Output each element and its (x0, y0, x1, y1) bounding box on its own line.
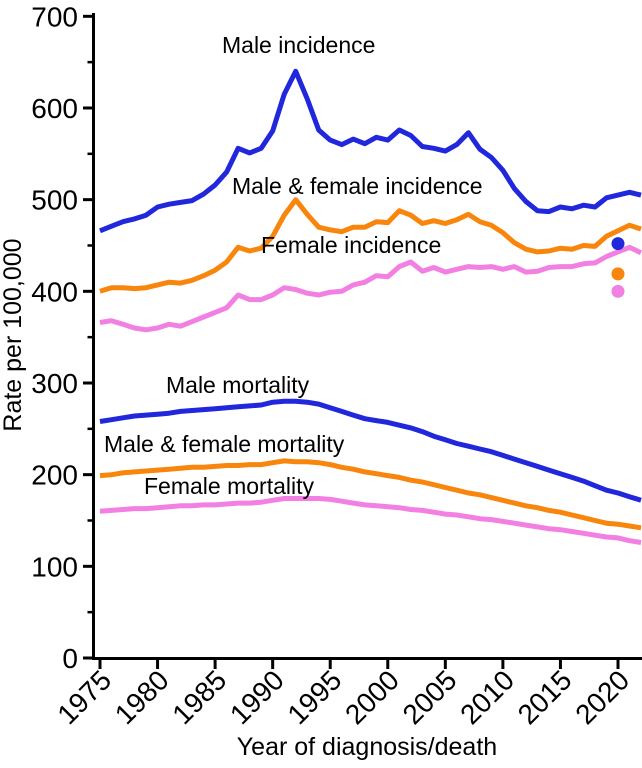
x-axis-title: Year of diagnosis/death (236, 733, 498, 761)
y-tick-label-700: 700 (31, 1, 78, 32)
covid-2020-dot-male-incidence (611, 237, 625, 251)
x-tick-label-1975: 1975 (51, 664, 117, 730)
series-line-male-female-mortality (99, 458, 642, 531)
x-tick-label-1985: 1985 (166, 664, 232, 730)
y-tick-label-100: 100 (31, 551, 78, 582)
label-female-incidence: Female incidence (261, 232, 442, 258)
x-tick-label-1995: 1995 (281, 664, 347, 730)
covid-2020-dot-male-female-incidence (611, 267, 625, 281)
x-tick-label-2015: 2015 (512, 664, 578, 730)
label-male-incidence: Male incidence (222, 32, 376, 58)
y-tick-label-500: 500 (31, 185, 78, 216)
x-tick-label-1980: 1980 (109, 664, 175, 730)
label-female-mortality: Female mortality (144, 473, 314, 499)
label-male-female-mortality: Male & female mortality (104, 431, 345, 457)
label-male-mortality: Male mortality (166, 372, 310, 398)
x-tick-label-2005: 2005 (397, 664, 463, 730)
series-line-male-incidence (99, 68, 642, 234)
series-line-female-incidence (99, 244, 642, 333)
label-male-female-incidence: Male & female incidence (232, 173, 483, 199)
y-tick-label-200: 200 (31, 460, 78, 491)
series-line-male-female-incidence (99, 197, 642, 294)
series-line-male-mortality (99, 398, 642, 503)
y-tick-label-300: 300 (31, 368, 78, 399)
y-axis-title: Rate per 100,000 (0, 238, 27, 432)
x-tick-label-1990: 1990 (224, 664, 290, 730)
y-tick-label-0: 0 (62, 643, 78, 674)
y-tick-label-600: 600 (31, 93, 78, 124)
series-line-female-mortality (99, 496, 642, 545)
y-tick-label-400: 400 (31, 276, 78, 307)
x-tick-label-2000: 2000 (339, 664, 405, 730)
covid-2020-dot-female-incidence (611, 284, 625, 298)
x-tick-label-2020: 2020 (569, 664, 635, 730)
x-tick-label-2010: 2010 (454, 664, 520, 730)
